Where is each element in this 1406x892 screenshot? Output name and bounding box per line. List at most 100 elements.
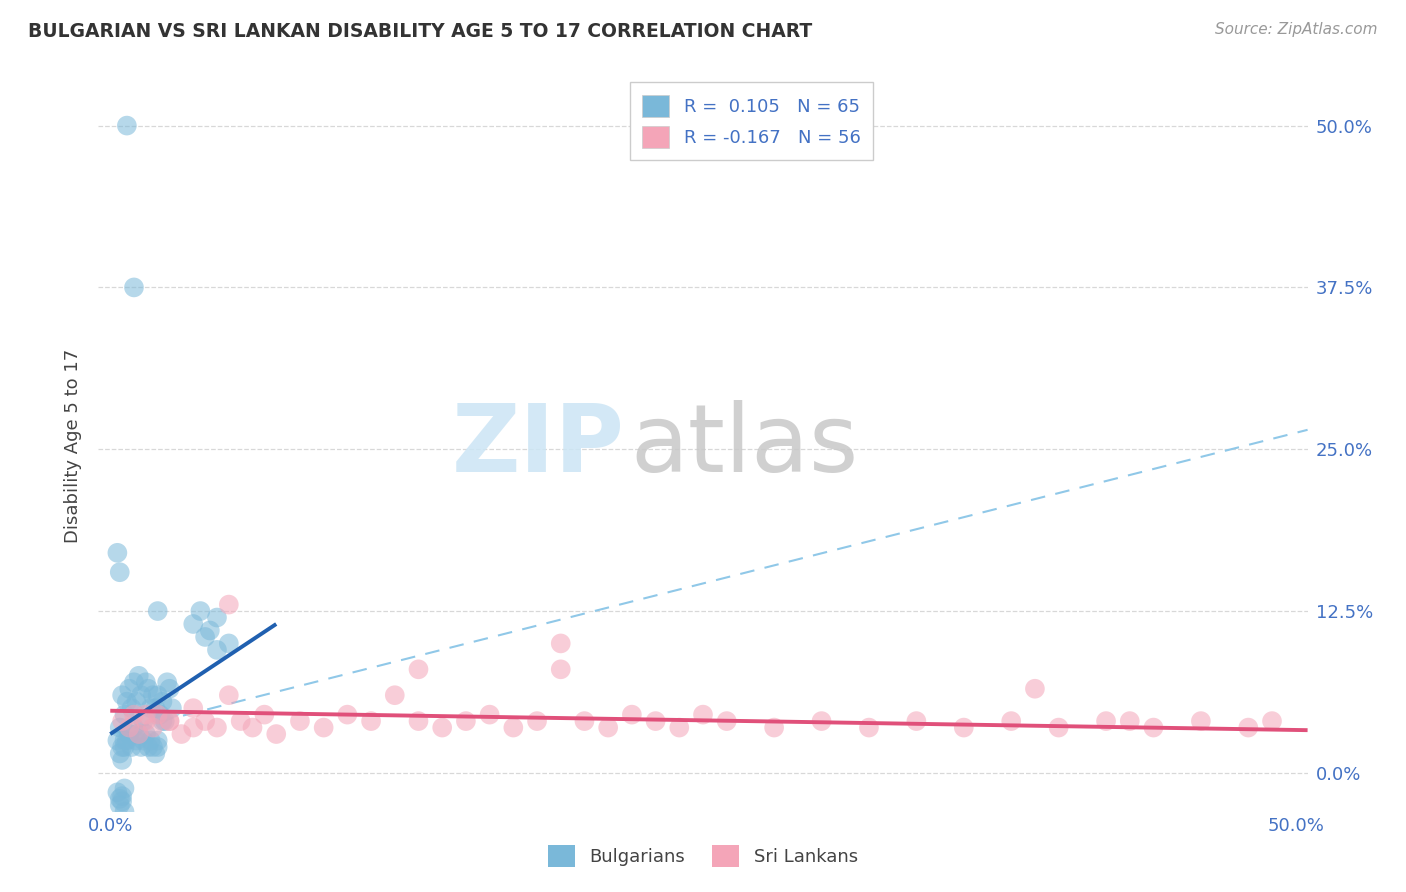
Sri Lankans — [1261, 714, 1284, 728]
Sri Lankans — [620, 707, 643, 722]
Sri Lankans — [574, 714, 596, 728]
Bulgarians — [129, 739, 152, 754]
Legend: R =  0.105   N = 65, R = -0.167   N = 56: R = 0.105 N = 65, R = -0.167 N = 56 — [630, 82, 873, 161]
Sri Lankans — [118, 721, 141, 735]
Bulgarians — [125, 695, 148, 709]
Sri Lankans — [1000, 714, 1022, 728]
Sri Lankans — [264, 727, 287, 741]
Sri Lankans — [336, 707, 359, 722]
Bulgarians — [105, 733, 128, 747]
Bulgarians — [156, 675, 179, 690]
Bulgarians — [160, 701, 183, 715]
Sri Lankans — [408, 662, 430, 676]
Bulgarians — [139, 701, 162, 715]
Bulgarians — [111, 739, 134, 754]
Sri Lankans — [716, 714, 738, 728]
Sri Lankans — [1119, 714, 1142, 728]
Bulgarians — [135, 727, 157, 741]
Sri Lankans — [408, 714, 430, 728]
Bulgarians — [198, 624, 221, 638]
Text: ZIP: ZIP — [451, 400, 624, 492]
Bulgarians — [122, 280, 145, 294]
Bulgarians — [108, 747, 131, 761]
Bulgarians — [115, 695, 138, 709]
Sri Lankans — [1024, 681, 1046, 696]
Bulgarians — [114, 707, 136, 722]
Sri Lankans — [135, 714, 157, 728]
Bulgarians — [114, 733, 136, 747]
Bulgarians — [122, 721, 145, 735]
Bulgarians — [125, 733, 148, 747]
Sri Lankans — [454, 714, 477, 728]
Sri Lankans — [526, 714, 548, 728]
Bulgarians — [135, 675, 157, 690]
Sri Lankans — [146, 707, 169, 722]
Sri Lankans — [1095, 714, 1118, 728]
Bulgarians — [146, 604, 169, 618]
Bulgarians — [205, 610, 228, 624]
Sri Lankans — [218, 598, 240, 612]
Bulgarians — [118, 681, 141, 696]
Bulgarians — [122, 675, 145, 690]
Bulgarians — [108, 798, 131, 813]
Bulgarians — [114, 805, 136, 819]
Bulgarians — [128, 727, 150, 741]
Bulgarians — [181, 617, 204, 632]
Text: atlas: atlas — [630, 400, 859, 492]
Y-axis label: Disability Age 5 to 17: Disability Age 5 to 17 — [65, 349, 83, 543]
Bulgarians — [143, 747, 166, 761]
Bulgarians — [128, 669, 150, 683]
Bulgarians — [108, 791, 131, 805]
Sri Lankans — [952, 721, 974, 735]
Bulgarians — [108, 721, 131, 735]
Sri Lankans — [181, 721, 204, 735]
Bulgarians — [194, 630, 217, 644]
Sri Lankans — [384, 688, 406, 702]
Sri Lankans — [598, 721, 620, 735]
Sri Lankans — [159, 714, 181, 728]
Bulgarians — [121, 739, 143, 754]
Sri Lankans — [1047, 721, 1070, 735]
Text: Source: ZipAtlas.com: Source: ZipAtlas.com — [1215, 22, 1378, 37]
Sri Lankans — [550, 662, 572, 676]
Bulgarians — [118, 727, 141, 741]
Bulgarians — [136, 739, 159, 754]
Bulgarians — [118, 727, 141, 741]
Sri Lankans — [692, 707, 714, 722]
Bulgarians — [111, 794, 134, 808]
Bulgarians — [111, 688, 134, 702]
Bulgarians — [129, 688, 152, 702]
Sri Lankans — [242, 721, 264, 735]
Text: BULGARIAN VS SRI LANKAN DISABILITY AGE 5 TO 17 CORRELATION CHART: BULGARIAN VS SRI LANKAN DISABILITY AGE 5… — [28, 22, 813, 41]
Bulgarians — [132, 714, 155, 728]
Sri Lankans — [1237, 721, 1260, 735]
Sri Lankans — [858, 721, 880, 735]
Sri Lankans — [135, 707, 157, 722]
Sri Lankans — [810, 714, 832, 728]
Bulgarians — [146, 739, 169, 754]
Sri Lankans — [142, 721, 165, 735]
Bulgarians — [111, 789, 134, 804]
Sri Lankans — [905, 714, 928, 728]
Sri Lankans — [218, 688, 240, 702]
Sri Lankans — [1142, 721, 1164, 735]
Bulgarians — [146, 733, 169, 747]
Sri Lankans — [644, 714, 666, 728]
Bulgarians — [136, 681, 159, 696]
Sri Lankans — [111, 714, 134, 728]
Bulgarians — [143, 701, 166, 715]
Sri Lankans — [763, 721, 786, 735]
Bulgarians — [121, 701, 143, 715]
Sri Lankans — [229, 714, 252, 728]
Sri Lankans — [360, 714, 382, 728]
Sri Lankans — [550, 636, 572, 650]
Bulgarians — [190, 604, 212, 618]
Sri Lankans — [668, 721, 690, 735]
Bulgarians — [114, 781, 136, 796]
Sri Lankans — [205, 721, 228, 735]
Bulgarians — [142, 739, 165, 754]
Bulgarians — [111, 753, 134, 767]
Sri Lankans — [170, 727, 193, 741]
Sri Lankans — [253, 707, 276, 722]
Bulgarians — [132, 733, 155, 747]
